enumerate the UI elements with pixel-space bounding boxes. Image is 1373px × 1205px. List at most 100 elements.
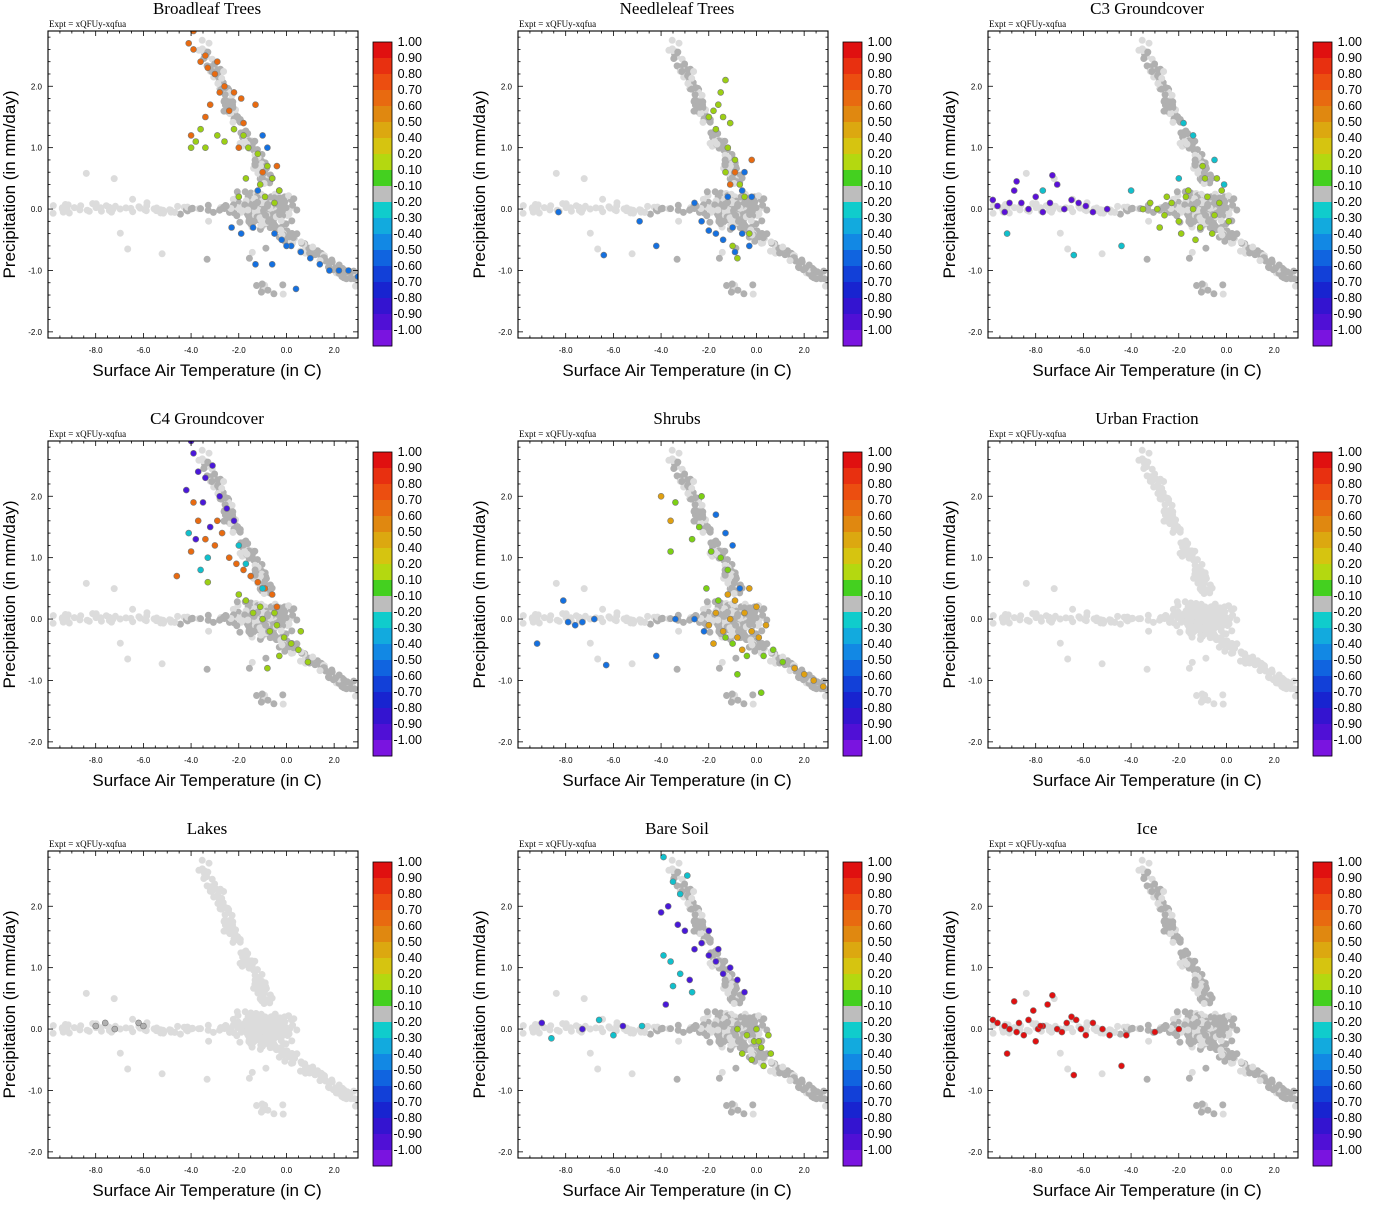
colorbar: 1.000.900.800.700.600.500.400.200.10-0.1… (373, 35, 422, 347)
colorbar-segment (1313, 330, 1332, 347)
background-point (1205, 628, 1211, 634)
colorbar-segment (1313, 42, 1332, 59)
background-point (159, 661, 165, 667)
background-point (168, 207, 174, 213)
panel-title: Broadleaf Trees (153, 0, 261, 18)
colorbar-segment (373, 724, 392, 741)
colorbar-segment (373, 186, 392, 203)
data-point (730, 542, 736, 548)
background-point (732, 212, 738, 218)
data-point (1061, 206, 1067, 212)
x-tick-label: -6.0 (606, 756, 620, 765)
data-point (1214, 175, 1220, 181)
background-point (733, 655, 739, 661)
background-point (1159, 485, 1165, 491)
background-point (760, 235, 766, 241)
x-tick-label: -2.0 (702, 346, 716, 355)
data-point (243, 598, 249, 604)
background-point (199, 447, 205, 453)
colorbar-label: 0.50 (868, 115, 892, 129)
background-point (1046, 614, 1052, 620)
background-point (1184, 141, 1190, 147)
background-point (1229, 202, 1235, 208)
colorbar-label: -0.60 (864, 259, 893, 273)
background-point (1272, 676, 1278, 682)
background-point (599, 606, 605, 612)
data-point (255, 188, 261, 194)
colorbar-segment (843, 266, 862, 283)
colorbar-segment (1313, 298, 1332, 315)
colorbar-segment (843, 708, 862, 725)
colorbar-segment (843, 724, 862, 741)
background-point (144, 610, 150, 616)
colorbar-segment (373, 676, 392, 693)
background-point (271, 701, 277, 707)
x-tick-label: 2.0 (329, 756, 341, 765)
data-point (217, 89, 223, 95)
data-point (601, 252, 607, 258)
data-point (703, 585, 709, 591)
data-point (243, 561, 249, 567)
background-point (674, 666, 680, 672)
x-tick-label: -8.0 (1029, 346, 1043, 355)
data-point (990, 197, 996, 203)
background-point (1201, 580, 1207, 586)
background-point (201, 465, 207, 471)
background-point (721, 203, 727, 209)
data-point (241, 132, 247, 138)
background-point (143, 208, 149, 214)
background-point (1220, 282, 1226, 288)
data-point (284, 243, 290, 249)
background-point (205, 202, 211, 208)
background-point (722, 138, 728, 144)
colorbar-label: -0.90 (864, 717, 893, 731)
colorbar-label: 0.20 (868, 147, 892, 161)
background-point (278, 199, 284, 205)
background-point (286, 621, 292, 627)
background-point (599, 196, 605, 202)
x-tick-label: 0.0 (1221, 756, 1233, 765)
background-point (106, 614, 112, 620)
background-point (1192, 138, 1198, 144)
colorbar-label: -0.10 (864, 589, 893, 603)
x-tick-label: 0.0 (281, 346, 293, 355)
data-point (250, 225, 256, 231)
background-point (1174, 189, 1180, 195)
background-point (748, 637, 754, 643)
data-point (198, 59, 204, 65)
data-point (202, 475, 208, 481)
background-point (234, 623, 240, 629)
data-point (1162, 212, 1168, 218)
background-point (563, 204, 569, 210)
background-point (716, 255, 722, 261)
data-point (737, 585, 743, 591)
colorbar-segment (1313, 452, 1332, 469)
colorbar-segment (1313, 628, 1332, 645)
x-tick-label: 2.0 (799, 756, 811, 765)
background-point (1139, 447, 1145, 453)
colorbar-segment (373, 218, 392, 235)
background-point (630, 619, 636, 625)
colorbar-label: 0.90 (1338, 461, 1362, 475)
colorbar-label: -0.90 (1334, 307, 1363, 321)
data-point (222, 83, 228, 89)
colorbar-label: 0.60 (1338, 99, 1362, 113)
x-axis-label: Surface Air Temperature (in C) (1032, 771, 1261, 790)
data-point (742, 169, 748, 175)
data-point (1190, 132, 1196, 138)
data-point (1054, 182, 1060, 188)
data-point (236, 145, 242, 151)
data-point (1219, 188, 1225, 194)
x-tick-label: 0.0 (1221, 346, 1233, 355)
background-point (704, 213, 710, 219)
background-point (263, 245, 269, 251)
background-point (244, 551, 250, 557)
data-point (811, 678, 817, 684)
background-point (1230, 235, 1236, 241)
background-point (1141, 465, 1147, 471)
y-tick-label: 0.0 (971, 205, 983, 214)
background-point (1229, 628, 1235, 634)
background-point (278, 227, 284, 233)
background-point (671, 465, 677, 471)
